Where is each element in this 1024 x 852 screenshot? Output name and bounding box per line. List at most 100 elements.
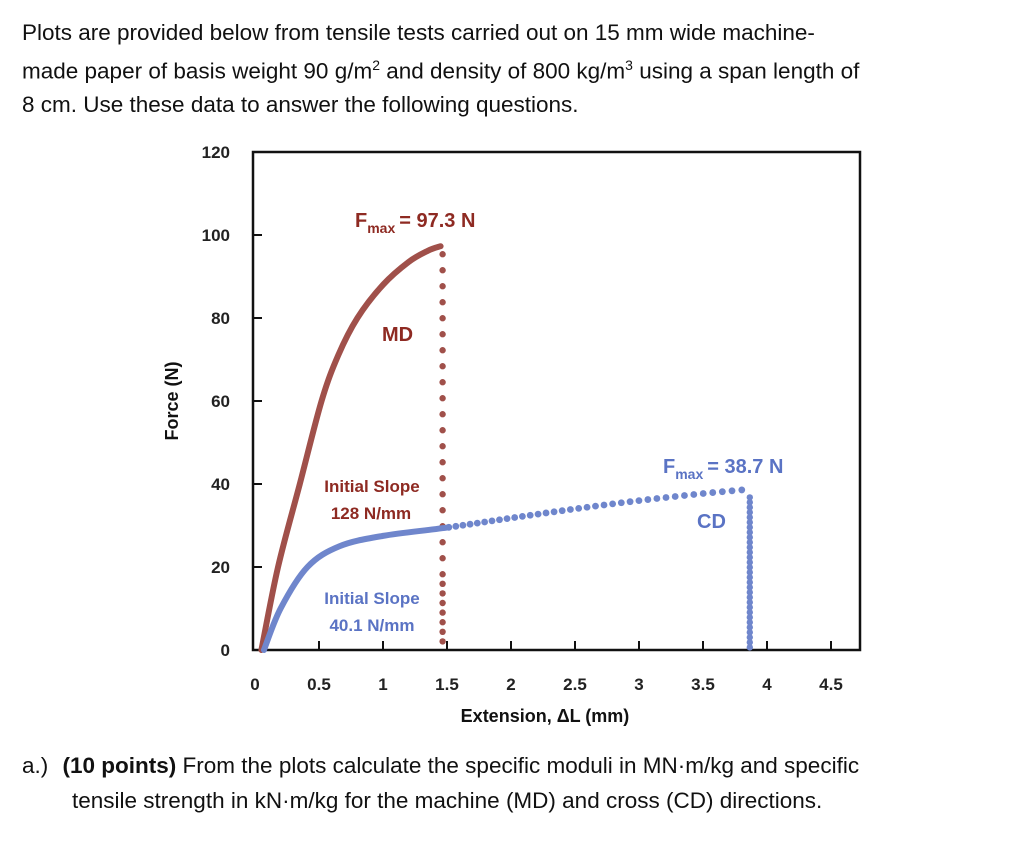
cd-data-point xyxy=(452,522,460,530)
plot-frame xyxy=(251,150,862,652)
x-tick-label: 4 xyxy=(762,675,772,694)
cd-break-drop-point xyxy=(746,624,753,631)
cd-data-point xyxy=(653,495,661,502)
cd-break-drop-point xyxy=(746,574,753,581)
cd-data-point xyxy=(644,496,652,503)
cd-break-drop-point xyxy=(746,644,753,651)
md-break-drop-point xyxy=(439,507,446,514)
cd-break-drop-point xyxy=(746,589,753,596)
intro-line-1: Plots are provided below from tensile te… xyxy=(22,20,815,45)
md-break-drop-point xyxy=(439,315,446,322)
x-tick-label: 3 xyxy=(634,675,643,694)
cd-data-point xyxy=(511,514,519,521)
problem-intro: Plots are provided below from tensile te… xyxy=(22,16,1012,121)
question-points: (10 points) xyxy=(62,753,177,778)
cd-break-drop-point xyxy=(746,539,753,546)
cd-data-point xyxy=(481,518,489,526)
md-break-drop-point xyxy=(439,459,446,466)
cd-data-point xyxy=(566,506,574,513)
cd-break-drop-point xyxy=(746,494,753,501)
md-break-drop-point xyxy=(439,331,446,338)
cd-break-drop-point xyxy=(746,599,753,606)
cd-data-point xyxy=(459,521,467,529)
cd-break-drop-point xyxy=(746,634,753,641)
cd-break-drop-point xyxy=(746,639,753,646)
cd-break-drop-point xyxy=(746,559,753,566)
cd-break-drop-point xyxy=(746,529,753,536)
md-fmax-annotation: Fmax = 97.3 N xyxy=(355,210,475,236)
cd-data-point xyxy=(550,508,558,516)
cd-break-drop-point xyxy=(746,504,753,511)
cd-data-point xyxy=(466,520,474,528)
md-break-drop-point xyxy=(439,628,446,636)
x-tick-label: 2 xyxy=(506,675,515,694)
cd-break-drop-point xyxy=(746,519,753,526)
cd-data-point xyxy=(709,489,717,496)
cd-data-point xyxy=(609,500,617,508)
cd-break-drop-point xyxy=(746,564,753,571)
md-label: MD xyxy=(382,324,413,346)
cd-data-point xyxy=(690,491,698,498)
cd-break-drop-point xyxy=(746,534,753,541)
intro-line-2: made paper of basis weight 90 g/m2 and d… xyxy=(22,57,860,84)
md-break-drop-point xyxy=(439,347,446,354)
cd-data-point xyxy=(496,516,503,524)
cd-data-point xyxy=(671,493,679,500)
md-break-drop-point xyxy=(439,267,446,274)
cd-data-point xyxy=(526,511,534,519)
cd-break-drop-point xyxy=(746,629,753,636)
md-slope-label: Initial Slope xyxy=(324,477,419,496)
cd-data-point xyxy=(635,497,643,505)
cd-break-drop-point xyxy=(746,544,753,551)
cd-break-drop-point xyxy=(746,569,753,576)
cd-data-point xyxy=(738,486,746,494)
y-tick-label: 40 xyxy=(211,475,230,494)
force-extension-chart: 0 0.5 1 1.5 2 2.5 3 3.5 4 4.5 0 20 40 60 80 100 120 Exte… xyxy=(162,143,862,726)
x-axis-label: Extension, ΔL (mm) xyxy=(461,706,630,726)
md-break-drop-point xyxy=(439,638,446,645)
md-curve xyxy=(258,243,444,653)
md-break-drop-point xyxy=(439,475,446,482)
md-break-drop-point xyxy=(439,555,446,562)
cd-slope-value: 40.1 N/mm xyxy=(329,616,414,635)
cd-data-point xyxy=(534,510,542,518)
cd-slope-label: Initial Slope xyxy=(324,589,419,608)
md-break-drop-point xyxy=(439,590,446,597)
y-tick-label: 0 xyxy=(221,641,230,660)
x-tick-label: 3.5 xyxy=(691,675,715,694)
md-slope-value: 128 N/mm xyxy=(331,504,411,523)
cd-break-drop-point xyxy=(746,554,753,561)
cd-label: CD xyxy=(697,511,726,533)
cd-break-drop-point xyxy=(746,549,753,556)
md-break-drop-point xyxy=(439,251,446,258)
md-break-drop-point xyxy=(439,580,446,588)
md-break-drop-point xyxy=(439,411,446,418)
md-break-drop-point xyxy=(439,539,446,546)
cd-data-point xyxy=(681,492,688,499)
md-break-drop-point xyxy=(439,619,446,626)
cd-break-drop-point xyxy=(746,579,753,586)
cd-data-point xyxy=(662,494,670,501)
cd-data-point xyxy=(575,505,583,512)
cd-break-drop-point xyxy=(746,509,753,516)
cd-break-drop-point xyxy=(746,609,753,616)
cd-break-drop-point xyxy=(746,524,753,531)
cd-data-point xyxy=(592,502,599,510)
cd-break-drop-point xyxy=(746,604,753,611)
cd-break-drop-point xyxy=(746,594,753,601)
cd-data-point xyxy=(600,501,608,509)
cd-data-point xyxy=(519,512,526,520)
md-break-drop-point xyxy=(439,427,446,434)
y-tick-label: 100 xyxy=(202,226,230,245)
md-break-drop-point xyxy=(439,379,446,386)
md-break-drop-point xyxy=(439,299,446,306)
intro-line-3: 8 cm. Use these data to answer the follo… xyxy=(22,91,579,117)
cd-break-drop-point xyxy=(746,614,753,621)
md-break-drop-point xyxy=(439,443,446,450)
cd-break-drop-point xyxy=(746,619,753,626)
x-tick-label: 1 xyxy=(378,675,387,694)
cd-data-point xyxy=(718,488,726,496)
cd-data-point xyxy=(473,519,481,527)
md-break-drop-point xyxy=(439,599,446,607)
question-text-2: tensile strength in kN·m/kg for the mach… xyxy=(72,788,823,813)
